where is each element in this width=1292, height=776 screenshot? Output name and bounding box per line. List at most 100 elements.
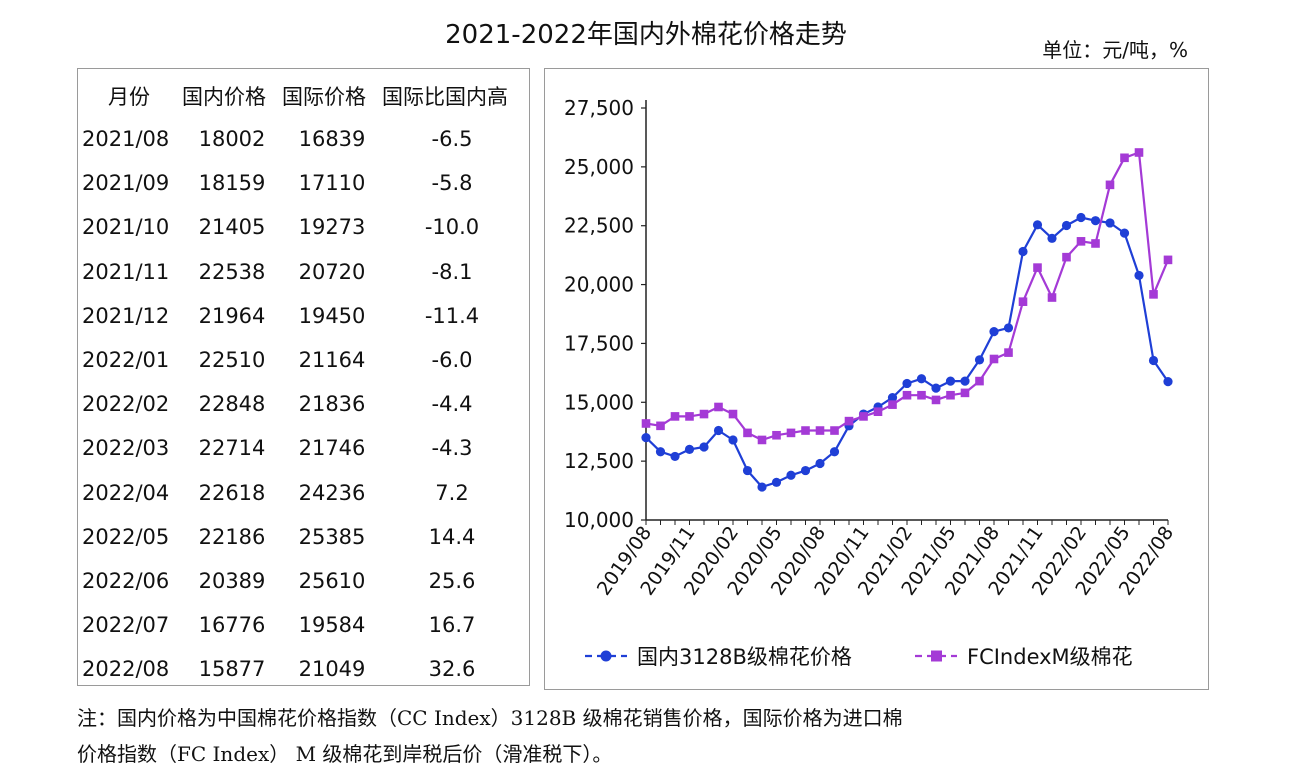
footnote-line-1: 注：国内价格为中国棉花价格指数（CC Index）3128B 级棉花销售价格，国… [77,706,903,730]
cell-difference: -6.0 [431,348,473,373]
cell-month: 2022/01 [82,348,170,373]
data-point [1105,218,1115,228]
data-point [1018,246,1028,257]
cell-domestic-price: 21964 [198,303,266,328]
cell-international-price: 19450 [298,303,366,328]
cell-month: 2022/08 [82,657,170,682]
data-point [887,392,898,403]
data-point [728,435,738,445]
cell-month: 2021/11 [82,259,170,284]
footnote-line-2: 价格指数（FC Index） M 级棉花到岸税后价（滑准税下）。 [77,742,613,766]
data-point [1163,255,1173,265]
data-point [844,416,854,426]
data-point [873,407,883,417]
cell-domestic-price: 15877 [198,657,266,682]
cell-international-price: 21836 [298,392,366,417]
table-row: 2022/03 22714 21746 -4.3 [82,426,522,470]
data-point [714,402,723,412]
table-row: 2022/06 20389 25610 25.6 [82,559,522,603]
line-chart: 10,000 12,500 15,000 17,500 20,000 22,500 25,0… [564,96,1178,669]
legend-label-1: 国内3128B级棉花价格 [637,645,852,669]
cell-difference: 25.6 [428,568,476,593]
cell-international-price: 19584 [298,613,366,638]
footnote: 注：国内价格为中国棉花价格指数（CC Index）3128B 级棉花销售价格，国… [77,700,1217,772]
data-point [1033,263,1042,272]
cell-international-price: 21164 [298,348,366,373]
table-row: 2021/08 18002 16839 -6.5 [82,117,522,161]
cell-difference: -6.5 [431,127,473,152]
cell-month: 2022/06 [82,568,170,593]
cell-international-price: 25385 [298,524,366,549]
data-point [974,355,985,365]
data-point [1134,270,1144,281]
y-tick-label: 10,000 [564,508,634,532]
cell-domestic-price: 22538 [198,259,266,284]
data-point [1004,348,1013,357]
y-tick-label: 12,500 [564,449,634,473]
data-point [1076,237,1086,246]
cell-difference: 14.4 [428,524,476,549]
data-point [772,430,781,440]
table-row: 2022/08 15877 21049 32.6 [82,647,522,691]
data-point [713,425,724,436]
cell-month: 2021/12 [82,303,170,328]
cell-international-price: 19273 [298,215,366,240]
y-tick-label: 22,500 [564,214,634,238]
table-row: 2021/09 18159 17110 -5.8 [82,161,522,205]
data-point [1120,153,1129,163]
cell-domestic-price: 22186 [198,524,266,549]
cell-difference: -11.4 [424,303,480,328]
y-tick-label: 17,500 [564,331,634,355]
cell-domestic-price: 20389 [198,568,266,593]
header-international-price: 国际价格 [282,85,366,109]
legend-marker-2 [931,650,942,662]
legend-marker-1 [600,650,612,662]
table-row: 2022/04 22618 24236 7.2 [82,471,522,515]
header-difference: 国际比国内高 [382,85,508,109]
cell-domestic-price: 18159 [198,171,266,196]
data-point [815,458,825,469]
data-point [931,395,941,405]
cell-month: 2022/05 [82,524,170,549]
data-point [1003,323,1014,333]
data-point [1090,216,1101,226]
data-point [757,482,767,492]
price-table-panel: 月份 国内价格 国际价格 国际比国内高 2021/08 18002 16839 -6.… [77,68,530,686]
data-point [1149,290,1158,299]
cell-month: 2022/07 [82,613,170,638]
data-point [1163,377,1173,387]
data-point [902,378,912,389]
y-tick-label: 20,000 [564,273,634,297]
data-point [859,412,868,421]
cell-difference: 16.7 [428,613,476,638]
data-point [1018,297,1028,306]
table-row: 2021/10 21405 19273 -10.0 [82,205,522,249]
cell-international-price: 24236 [298,480,366,505]
cell-international-price: 21049 [298,657,366,682]
data-point [786,428,796,438]
data-point [902,390,912,400]
data-point [1047,293,1057,302]
cell-month: 2021/08 [82,127,170,152]
data-point [1047,233,1057,243]
header-domestic-price: 国内价格 [182,85,266,109]
unit-label: 单位：元/吨，% [1042,38,1188,62]
table-header-row: 月份 国内价格 国际价格 国际比国内高 [82,75,522,117]
series-line-1 [645,216,1169,489]
table-row: 2021/12 21964 19450 -11.4 [82,294,522,338]
cell-domestic-price: 22618 [198,480,266,505]
data-point [1091,239,1100,248]
cell-domestic-price: 18002 [198,127,266,152]
data-point [960,388,970,398]
price-table: 月份 国内价格 国际价格 国际比国内高 2021/08 18002 16839 -6.… [82,75,522,691]
cell-domestic-price: 16776 [198,613,266,638]
data-point [945,376,956,386]
data-point [989,327,999,337]
data-point [1076,212,1086,223]
data-point [1061,220,1072,231]
chart-panel: 10,000 12,500 15,000 17,500 20,000 22,500 25,0… [544,68,1209,690]
cell-month: 2021/09 [82,171,170,196]
cell-difference: 7.2 [435,480,469,505]
data-point [656,421,665,431]
legend-label-2: FCIndexM级棉花 [967,645,1133,669]
